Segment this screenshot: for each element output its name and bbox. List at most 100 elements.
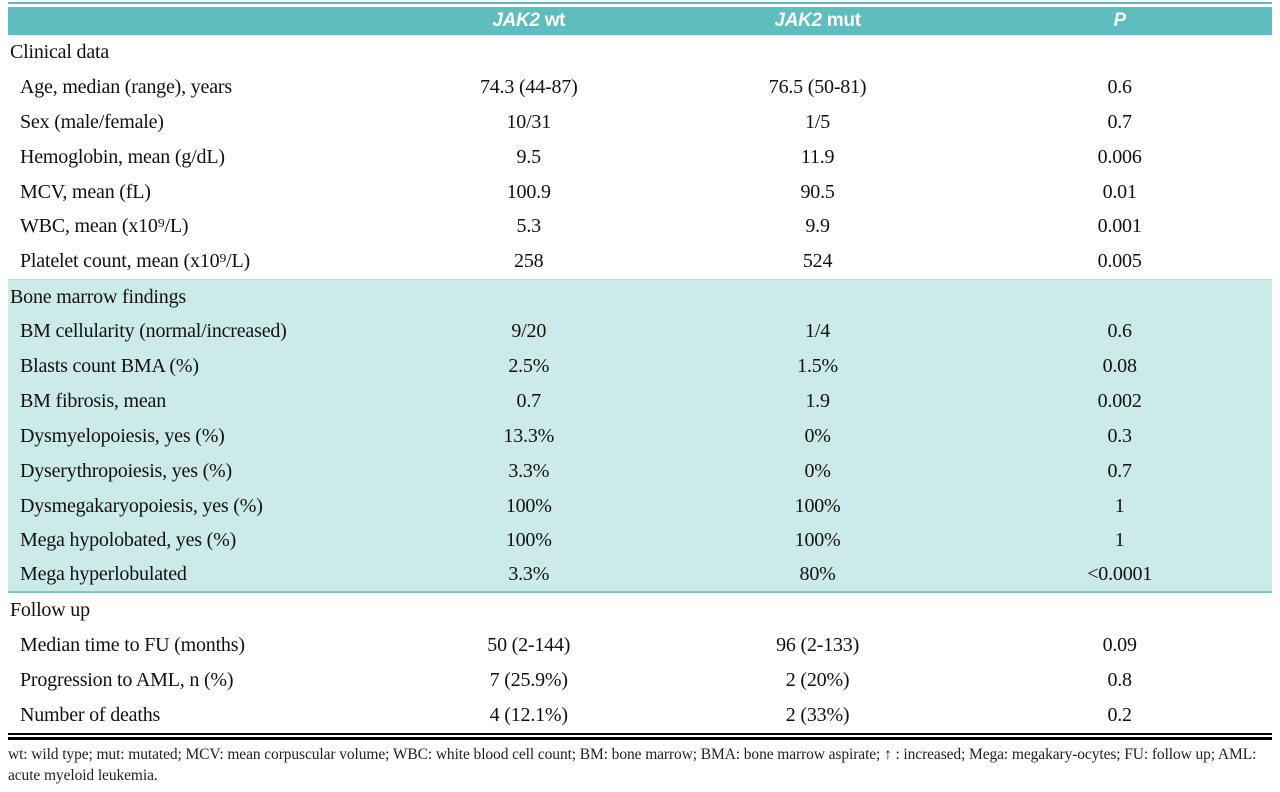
- value-jak2-wt: 3.3%: [508, 459, 550, 482]
- column-suffix: mut: [826, 10, 861, 31]
- value-jak2-wt: 13.3%: [503, 424, 555, 447]
- row-label: Dysmyelopoiesis, yes (%): [20, 424, 225, 447]
- row-bm-fibrosis: BM fibrosis, mean 0.7 1.9 0.002: [8, 383, 1272, 419]
- row-follow-up-section: Follow up: [8, 593, 1272, 628]
- value-jak2-wt: 0.7: [516, 389, 542, 412]
- gene-name: JAK2: [492, 10, 540, 31]
- value-jak2-mut: 524: [802, 250, 833, 273]
- row-label: Median time to FU (months): [20, 634, 245, 657]
- value-p: 0.01: [1102, 180, 1137, 203]
- value-p: 0.3: [1107, 424, 1132, 447]
- column-header-jak2-mut: JAK2 mut: [668, 10, 968, 32]
- row-dysmegakaryopoiesis: Dysmegakaryopoiesis, yes (%) 100% 100% 1: [8, 488, 1272, 524]
- value-jak2-mut: 0%: [804, 424, 831, 447]
- section-label: Bone marrow findings: [10, 285, 186, 308]
- bottom-rule-thin: [8, 733, 1272, 735]
- value-p: <0.0001: [1087, 563, 1153, 586]
- value-p: 1: [1114, 529, 1125, 552]
- row-dyserythropoiesis: Dyserythropoiesis, yes (%) 3.3% 0% 0.7: [8, 453, 1272, 489]
- row-label: MCV, mean (fL): [20, 180, 151, 203]
- value-p: 1: [1114, 494, 1125, 517]
- value-jak2-wt: 3.3%: [508, 563, 550, 586]
- value-jak2-wt: 9.5: [516, 145, 542, 168]
- row-progression-aml: Progression to AML, n (%) 7 (25.9%) 2 (2…: [8, 663, 1272, 698]
- value-jak2-wt: 100%: [505, 494, 552, 517]
- row-label: Hemoglobin, mean (g/dL): [20, 145, 225, 168]
- value-p: 0.08: [1102, 354, 1137, 377]
- value-jak2-mut: 1/5: [805, 110, 831, 133]
- value-p: 0.001: [1097, 215, 1142, 238]
- row-label: Age, median (range), years: [20, 75, 232, 98]
- value-jak2-mut: 9.9: [805, 215, 830, 238]
- value-jak2-wt: 50 (2-144): [487, 634, 571, 657]
- row-number-of-deaths: Number of deaths 4 (12.1%) 2 (33%) 0.2: [8, 698, 1272, 733]
- row-label: Blasts count BMA (%): [20, 354, 199, 377]
- value-jak2-wt: 100%: [505, 529, 552, 552]
- row-label: Mega hypolobated, yes (%): [20, 529, 237, 552]
- row-hemoglobin: Hemoglobin, mean (g/dL) 9.5 11.9 0.006: [8, 140, 1272, 175]
- value-p: 0.09: [1102, 634, 1137, 657]
- value-jak2-mut: 100%: [794, 494, 841, 517]
- row-bone-marrow-section: Bone marrow findings: [8, 279, 1272, 315]
- column-suffix: wt: [544, 10, 566, 31]
- value-jak2-wt: 7 (25.9%): [489, 668, 568, 691]
- value-jak2-mut: 0%: [804, 459, 831, 482]
- section-label: Clinical data: [10, 40, 110, 63]
- value-jak2-mut: 2 (33%): [785, 703, 850, 726]
- row-mega-hyperlobulated: Mega hyperlobulated 3.3% 80% <0.0001: [8, 558, 1272, 594]
- row-mcv: MCV, mean (fL) 100.9 90.5 0.01: [8, 175, 1272, 210]
- value-p: 0.006: [1097, 145, 1142, 168]
- column-header-jak2-wt: JAK2 wt: [390, 10, 668, 32]
- value-jak2-mut: 2 (20%): [785, 668, 850, 691]
- value-p: 0.6: [1107, 320, 1132, 343]
- value-jak2-mut: 1.5%: [797, 354, 839, 377]
- table-body: Clinical data Age, median (range), years…: [8, 35, 1272, 733]
- bottom-rule-thick: [8, 737, 1272, 740]
- row-age: Age, median (range), years 74.3 (44-87) …: [8, 70, 1272, 105]
- table-footnote: wt: wild type; mut: mutated; MCV: mean c…: [8, 746, 1257, 784]
- value-jak2-wt: 9/20: [511, 320, 547, 343]
- row-median-time-fu: Median time to FU (months) 50 (2-144) 96…: [8, 628, 1272, 663]
- row-label: Progression to AML, n (%): [20, 668, 234, 691]
- value-jak2-wt: 4 (12.1%): [489, 703, 568, 726]
- row-blasts-count: Blasts count BMA (%) 2.5% 1.5% 0.08: [8, 349, 1272, 384]
- value-jak2-mut: 90.5: [800, 180, 835, 203]
- value-jak2-wt: 10/31: [506, 110, 552, 133]
- value-p: 0.8: [1107, 668, 1132, 691]
- row-label: Dyserythropoiesis, yes (%): [20, 459, 232, 482]
- table-header: JAK2 wt JAK2 mut P: [8, 7, 1272, 35]
- row-label: BM cellularity (normal/increased): [20, 320, 287, 343]
- value-p: 0.2: [1107, 703, 1132, 726]
- row-label: Platelet count, mean (x10⁹/L): [20, 250, 250, 273]
- value-p: 0.7: [1107, 110, 1132, 133]
- section-label: Follow up: [10, 599, 90, 622]
- value-jak2-mut: 100%: [794, 529, 841, 552]
- row-wbc: WBC, mean (x10⁹/L) 5.3 9.9 0.001: [8, 209, 1272, 244]
- row-bm-cellularity: BM cellularity (normal/increased) 9/20 1…: [8, 314, 1272, 350]
- bottom-double-rule: [8, 733, 1272, 740]
- row-label: Mega hyperlobulated: [20, 563, 187, 586]
- value-jak2-wt: 258: [514, 250, 544, 273]
- row-label: Dysmegakaryopoiesis, yes (%): [20, 494, 263, 517]
- row-clinical-data-section: Clinical data: [8, 35, 1272, 70]
- value-jak2-mut: 1/4: [805, 320, 831, 343]
- row-sex: Sex (male/female) 10/31 1/5 0.7: [8, 105, 1272, 140]
- value-p: 0.002: [1097, 389, 1142, 412]
- value-jak2-mut: 96 (2-133): [776, 634, 860, 657]
- value-jak2-wt: 2.5%: [508, 354, 550, 377]
- row-label: Sex (male/female): [20, 110, 164, 133]
- value-jak2-wt: 74.3 (44-87): [479, 75, 578, 98]
- row-mega-hypolobated: Mega hypolobated, yes (%) 100% 100% 1: [8, 523, 1272, 559]
- row-platelet-count: Platelet count, mean (x10⁹/L) 258 524 0.…: [8, 244, 1272, 279]
- top-rule-divider: [8, 2, 1272, 4]
- row-label: BM fibrosis, mean: [20, 389, 167, 412]
- value-p: 0.6: [1107, 75, 1132, 98]
- column-header-p-value: P: [1113, 10, 1126, 31]
- value-jak2-wt: 5.3: [516, 215, 542, 238]
- value-p: 0.005: [1097, 250, 1142, 273]
- value-jak2-mut: 76.5 (50-81): [768, 75, 867, 98]
- row-label: Number of deaths: [20, 703, 161, 726]
- value-jak2-wt: 100.9: [506, 180, 551, 203]
- value-jak2-mut: 1.9: [805, 389, 830, 412]
